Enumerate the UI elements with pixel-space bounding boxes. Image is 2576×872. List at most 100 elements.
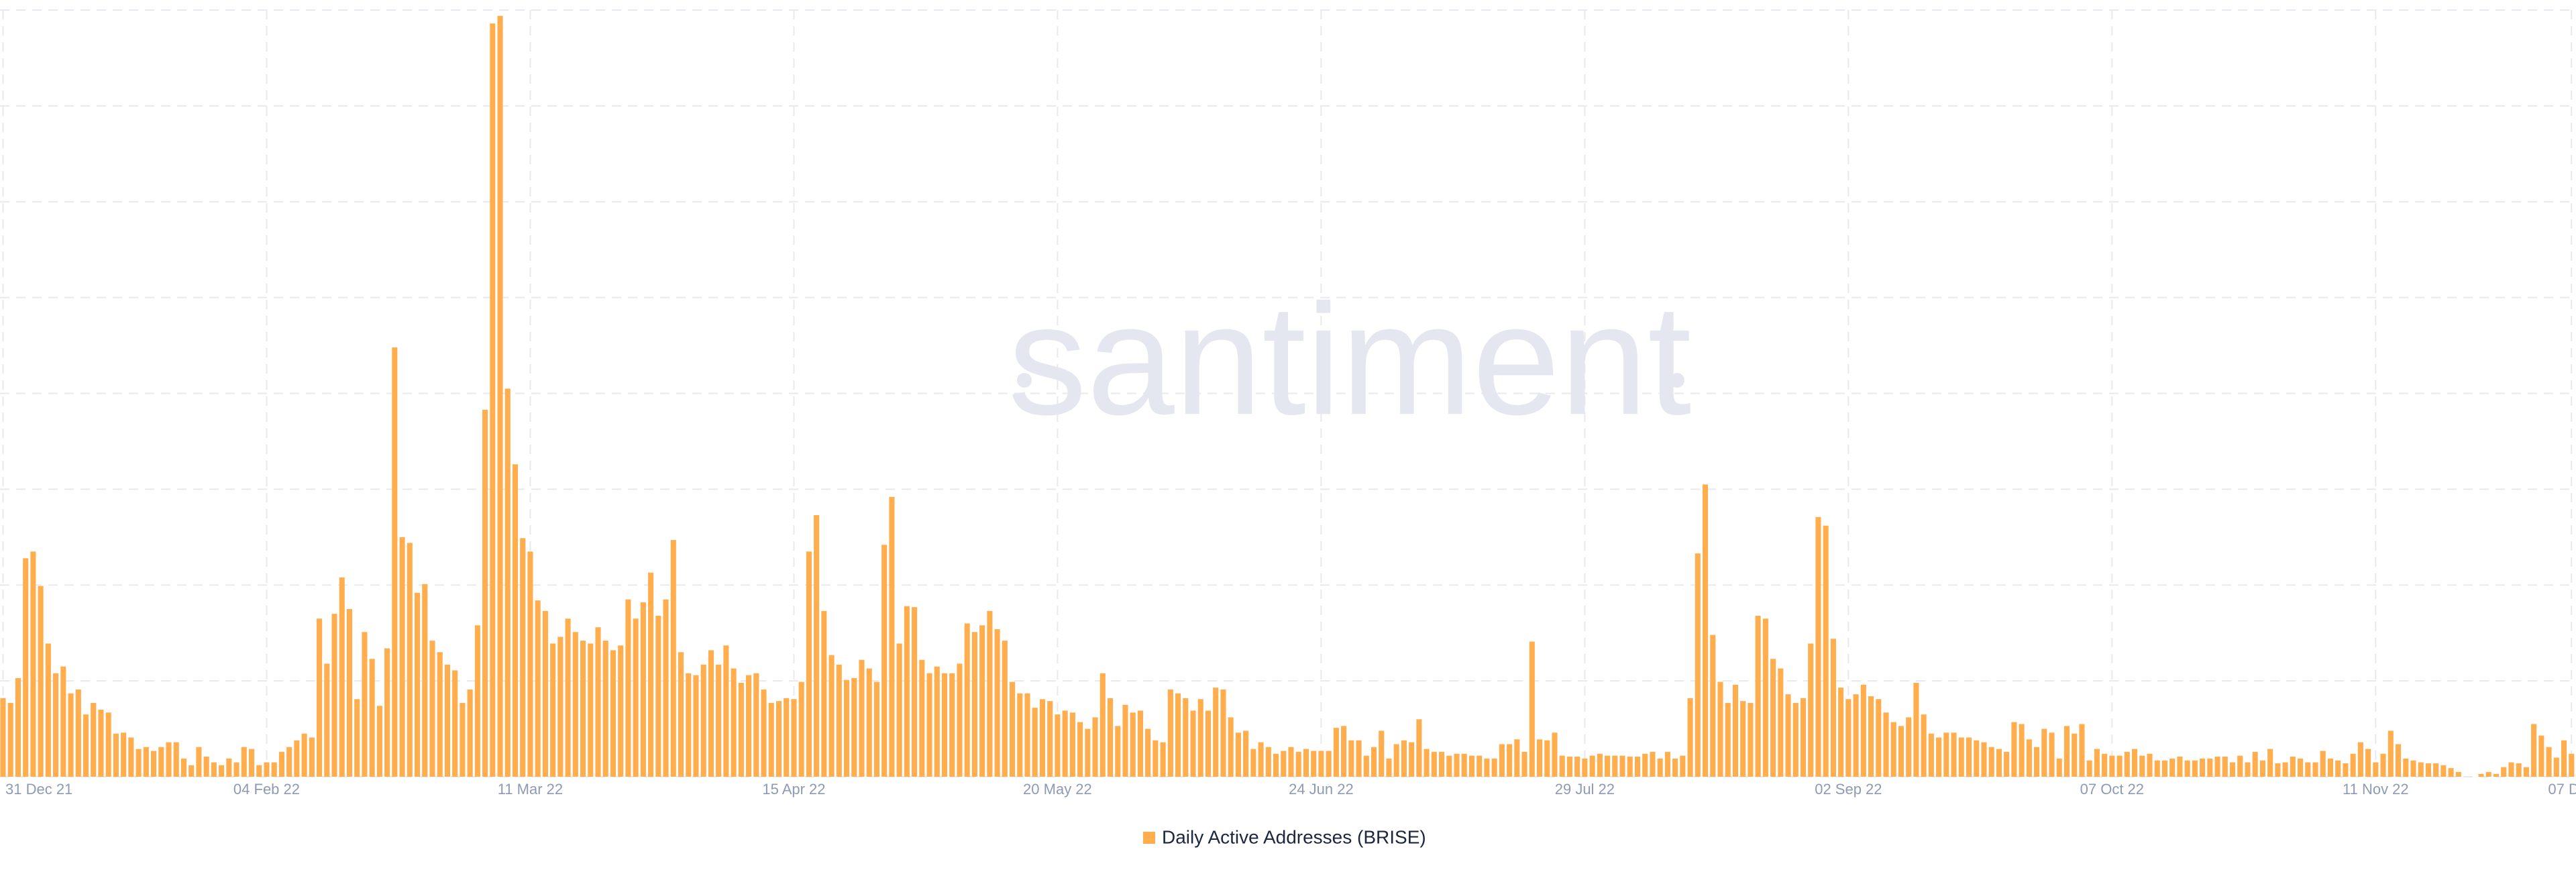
bar: [1559, 755, 1565, 777]
bar: [1439, 751, 1445, 777]
bar: [1785, 694, 1791, 777]
bar: [136, 749, 142, 777]
bar: [1778, 668, 1784, 777]
bar: [520, 538, 526, 777]
bar: [979, 625, 985, 777]
bar: [75, 689, 81, 777]
bar: [964, 623, 970, 777]
grid: [0, 9, 2576, 777]
bar: [1521, 751, 1527, 777]
bar: [2327, 758, 2334, 777]
bar: [2440, 765, 2447, 777]
bar: [278, 751, 284, 777]
bar: [843, 679, 850, 777]
bar: [1815, 516, 1821, 777]
bar: [814, 514, 820, 777]
bar: [1838, 688, 1844, 777]
bar: [256, 765, 262, 777]
bar: [158, 747, 164, 777]
bar: [60, 666, 66, 777]
bar: [2259, 760, 2265, 777]
bar: [2403, 758, 2409, 777]
bar: [1348, 740, 1354, 777]
bar: [1499, 744, 1505, 777]
bar: [557, 637, 564, 777]
bar: [2252, 751, 2258, 777]
bar: [1770, 659, 1776, 777]
bar: [1619, 755, 1625, 777]
bar: [2094, 749, 2100, 777]
bar: [1702, 484, 1709, 777]
bar: [2395, 744, 2402, 777]
bar: [971, 632, 977, 777]
bar: [791, 699, 797, 777]
bar: [2109, 755, 2115, 777]
bar: [1974, 740, 1980, 777]
x-tick-label: 11 Mar 22: [498, 781, 563, 798]
bar: [2448, 768, 2454, 777]
bar: [504, 388, 511, 777]
bar: [339, 577, 345, 777]
bar: [2004, 751, 2010, 777]
bar: [828, 655, 835, 777]
bar: [30, 551, 36, 777]
bar: [753, 673, 759, 777]
bar: [2373, 762, 2379, 777]
bar: [467, 689, 473, 777]
bar: [1890, 722, 1896, 777]
bar: [2049, 732, 2055, 777]
bar: [1680, 755, 1686, 777]
bar: [633, 618, 639, 777]
bar: [1039, 699, 1046, 777]
bar: [527, 551, 533, 777]
bar: [91, 702, 97, 777]
bar: [610, 650, 616, 777]
bar: [1077, 722, 1083, 777]
bar: [1341, 726, 1347, 777]
bar: [2531, 724, 2537, 777]
bar: [896, 643, 902, 777]
bar: [941, 673, 948, 777]
bar: [2380, 753, 2386, 777]
bar: [203, 756, 209, 777]
bar: [1544, 740, 1550, 777]
bar: [53, 673, 59, 777]
bar: [1958, 737, 1964, 777]
bar: [1017, 693, 1023, 777]
bar: [1461, 753, 1467, 777]
bar: [1085, 728, 1091, 777]
bar: [746, 675, 752, 777]
bar: [1996, 749, 2002, 777]
bar: [1477, 755, 1483, 777]
bar: [1281, 751, 1287, 777]
bar: [1552, 732, 1558, 777]
bar: [1265, 747, 1271, 777]
bar: [2267, 749, 2273, 777]
bar: [535, 600, 541, 777]
bar: [806, 551, 812, 777]
bar: [926, 673, 932, 777]
bar: [2275, 763, 2281, 777]
bar: [1167, 689, 1173, 777]
bar: [1514, 739, 1520, 777]
bar: [1295, 751, 1301, 777]
bar: [2305, 762, 2311, 777]
bar: [1876, 699, 1882, 777]
watermark: santiment: [1008, 271, 1692, 447]
bar: [2124, 751, 2130, 777]
bar: [317, 618, 323, 777]
bar: [376, 706, 382, 777]
bar: [2169, 758, 2176, 777]
bar: [512, 464, 519, 777]
bar: [550, 643, 556, 777]
bar: [2433, 763, 2439, 777]
bar: [2569, 753, 2575, 777]
bar: [286, 747, 292, 777]
bar: [1235, 732, 1241, 777]
bar: [1326, 751, 1332, 777]
bar: [1333, 728, 1339, 777]
bar: [1808, 643, 1814, 777]
bar: [1190, 710, 1196, 777]
bar: [83, 714, 89, 777]
bar: [1898, 726, 1904, 777]
